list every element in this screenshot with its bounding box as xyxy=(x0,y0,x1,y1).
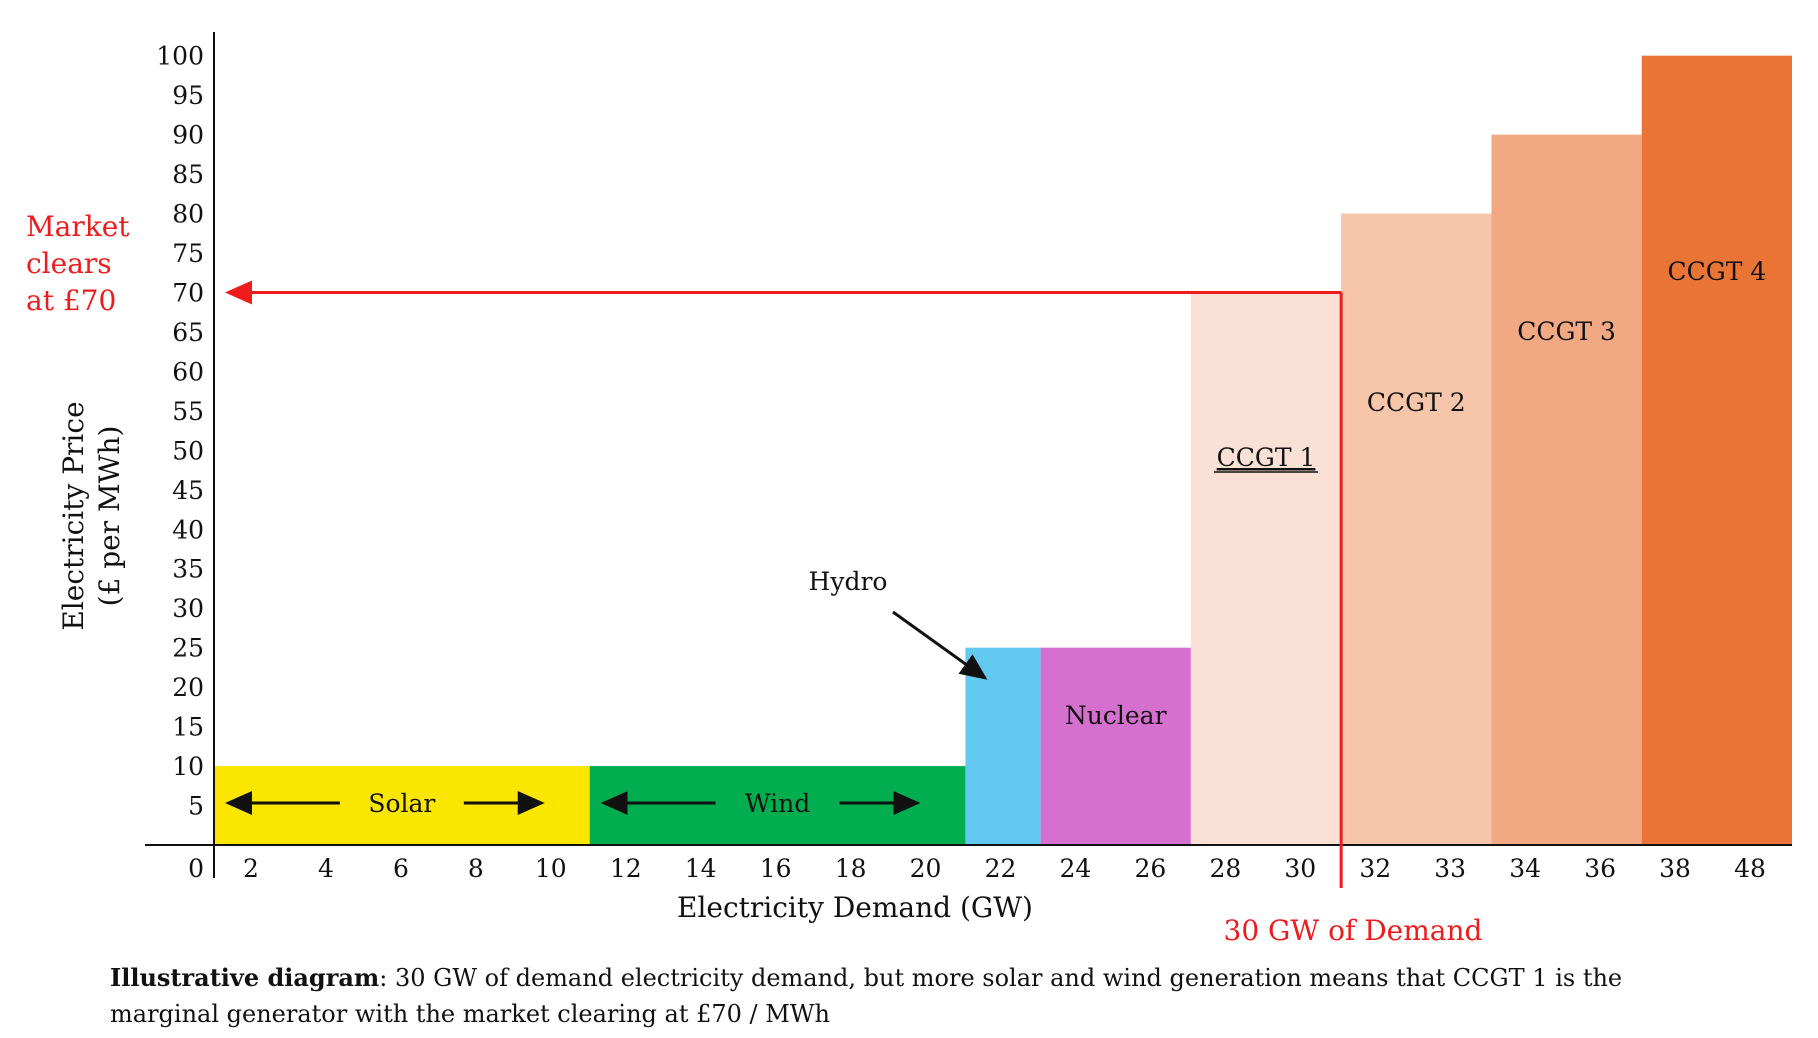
bar-hydro xyxy=(965,647,1041,845)
demand-label: 30 GW of Demand xyxy=(1224,914,1483,947)
y-tick-label: 85 xyxy=(172,160,204,189)
x-tick-label: 12 xyxy=(610,854,642,883)
bar-ccgt-2 xyxy=(1341,213,1492,845)
market-clears-label: Market xyxy=(26,210,130,243)
bar-label-nuclear: Nuclear xyxy=(1065,701,1167,730)
x-tick-label: 16 xyxy=(760,854,792,883)
market-clears-label: clears xyxy=(26,247,112,280)
x-tick-label: 2 xyxy=(243,854,259,883)
bar-label-ccgt-2: CCGT 2 xyxy=(1367,388,1466,417)
y-tick-label: 75 xyxy=(172,239,204,268)
bar-ccgt-1 xyxy=(1190,292,1342,846)
y-tick-label: 10 xyxy=(172,752,204,781)
x-tick-label: 32 xyxy=(1359,854,1391,883)
y-tick-label: 80 xyxy=(172,200,204,229)
caption-line2: marginal generator with the market clear… xyxy=(110,1000,830,1028)
y-axis-title-line: Electricity Price xyxy=(57,401,90,630)
x-tick-label: 6 xyxy=(393,854,409,883)
x-axis-title: Electricity Demand (GW) xyxy=(677,891,1033,924)
caption-line1: : 30 GW of demand electricity demand, bu… xyxy=(379,964,1623,992)
y-tick-label: 65 xyxy=(172,318,204,347)
y-tick-label: 15 xyxy=(172,713,204,742)
y-tick-label: 55 xyxy=(172,397,204,426)
x-tick-label: 20 xyxy=(910,854,942,883)
bar-label-ccgt-4: CCGT 4 xyxy=(1667,257,1766,286)
bar-label-wind: Wind xyxy=(745,789,810,818)
caption-bold: Illustrative diagram xyxy=(110,963,380,992)
y-tick-label: 90 xyxy=(172,121,204,150)
bar-ccgt-4 xyxy=(1641,55,1792,845)
x-tick-label: 14 xyxy=(685,854,717,883)
y-tick-label: 30 xyxy=(172,594,204,623)
bar-ccgt-3 xyxy=(1491,134,1642,846)
x-tick-label: 26 xyxy=(1134,854,1166,883)
y-tick-label: 100 xyxy=(156,42,204,71)
y-tick-label: 20 xyxy=(172,673,204,702)
bar-nuclear xyxy=(1040,647,1191,845)
x-tick-label: 10 xyxy=(535,854,567,883)
x-tick-label: 24 xyxy=(1060,854,1092,883)
bar-label-ccgt-1: CCGT 1 xyxy=(1217,443,1316,472)
x-tick-label: 33 xyxy=(1434,854,1466,883)
x-tick-label: 18 xyxy=(835,854,867,883)
chart-caption: Illustrative diagram: 30 GW of demand el… xyxy=(110,960,1790,1032)
y-tick-label: 45 xyxy=(172,476,204,505)
y-tick-label: 25 xyxy=(172,634,204,663)
hydro-callout-arrow xyxy=(892,610,988,680)
x-tick-label: 36 xyxy=(1584,854,1616,883)
x-tick-label: 4 xyxy=(318,854,334,883)
bar-label-ccgt-3: CCGT 3 xyxy=(1517,317,1616,346)
y-axis-title-line: (£ per MWh) xyxy=(93,426,126,607)
x-tick-label: 48 xyxy=(1734,854,1766,883)
y-tick-label: 70 xyxy=(172,278,204,307)
y-axis-title: Electricity Price (£ per MWh) xyxy=(57,401,126,630)
y-tick-label: 5 xyxy=(188,792,204,821)
x-tick-label: 8 xyxy=(468,854,484,883)
y-tick-label: 40 xyxy=(172,515,204,544)
x-tick-label: 22 xyxy=(985,854,1017,883)
x-tick-label: 38 xyxy=(1659,854,1691,883)
y-tick-label: 60 xyxy=(172,357,204,386)
y-tick-label: 50 xyxy=(172,436,204,465)
bar-label-hydro: Hydro xyxy=(809,567,888,596)
x-tick-label: 30 xyxy=(1284,854,1316,883)
y-tick-label-zero: 0 xyxy=(188,854,204,883)
bar-label-solar: Solar xyxy=(368,789,435,818)
y-tick-label: 95 xyxy=(172,81,204,110)
market-clears-label: at £70 xyxy=(26,284,116,317)
x-tick-label: 34 xyxy=(1509,854,1541,883)
x-tick-label: 28 xyxy=(1209,854,1241,883)
y-tick-label: 35 xyxy=(172,555,204,584)
